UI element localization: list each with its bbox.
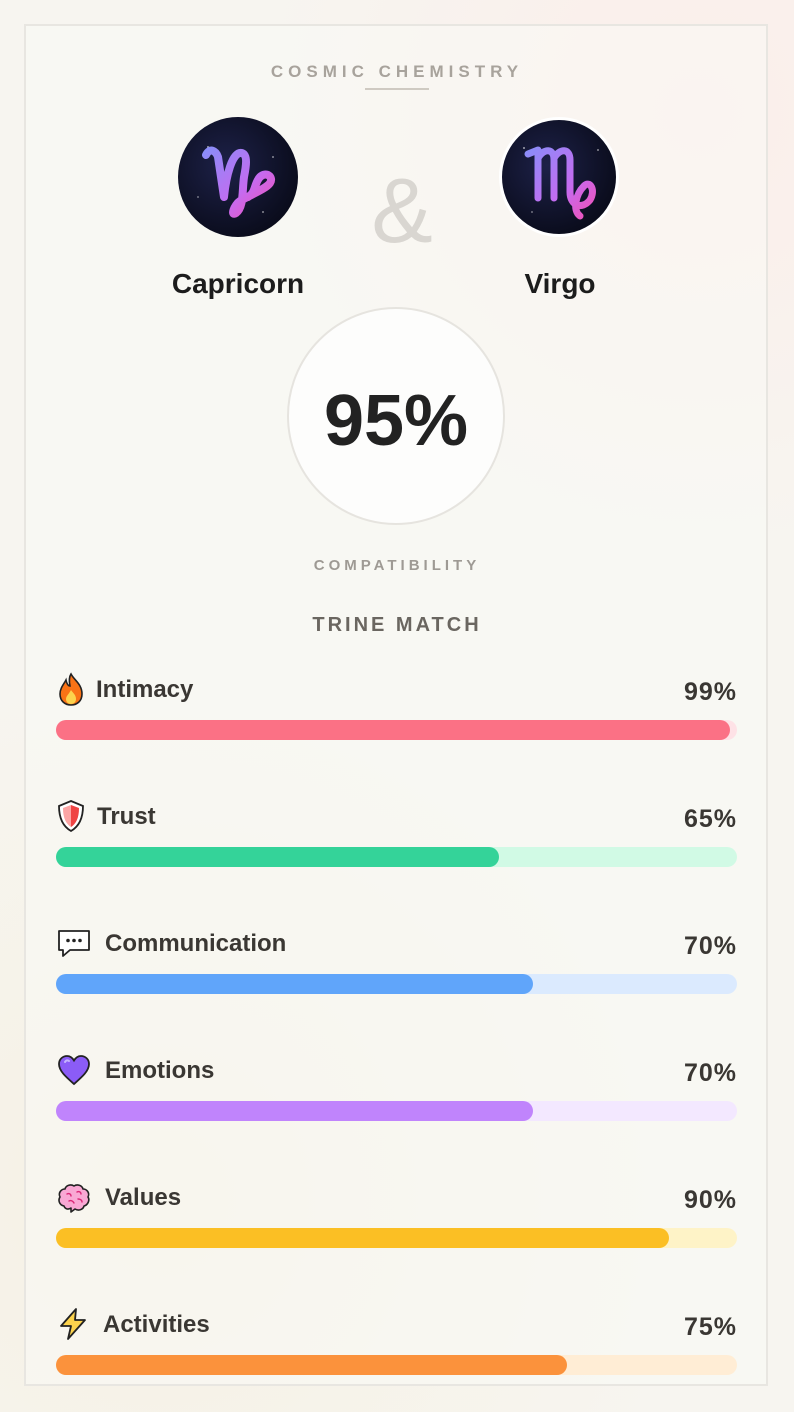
category-row-trust: Trust 65% bbox=[56, 799, 737, 869]
shield-icon bbox=[56, 799, 88, 833]
sign-name-capricorn: Capricorn bbox=[171, 268, 305, 299]
category-label: Activities bbox=[103, 1311, 210, 1338]
category-percent: 65% bbox=[683, 805, 737, 833]
category-row-emotions: Emotions 70% bbox=[56, 1053, 737, 1123]
progress-fill bbox=[56, 720, 731, 740]
compatibility-card bbox=[24, 24, 768, 1386]
ampersand: & bbox=[371, 160, 433, 262]
progress-fill bbox=[56, 1228, 669, 1248]
sign-name-virgo: Virgo bbox=[524, 268, 596, 299]
progress-track bbox=[56, 720, 737, 740]
speech-bubble-icon bbox=[56, 926, 90, 960]
lightning-icon bbox=[56, 1307, 88, 1341]
match-type: TRINE MATCH bbox=[312, 614, 482, 636]
title-underline bbox=[365, 88, 429, 90]
progress-fill bbox=[56, 1355, 567, 1375]
category-label: Communication bbox=[105, 930, 287, 957]
category-row-communication: Communication 70% bbox=[56, 926, 737, 996]
category-label: Trust bbox=[97, 803, 156, 830]
progress-track bbox=[56, 1101, 737, 1121]
capricorn-icon bbox=[178, 117, 298, 237]
category-percent: 70% bbox=[683, 1059, 737, 1087]
category-row-activities: Activities 75% bbox=[56, 1307, 737, 1377]
progress-fill bbox=[56, 974, 533, 994]
category-percent: 90% bbox=[683, 1186, 737, 1214]
progress-track bbox=[56, 847, 737, 867]
heart-icon bbox=[56, 1053, 90, 1087]
compatibility-score: 95% bbox=[323, 381, 469, 461]
brain-icon bbox=[56, 1180, 90, 1214]
category-row-values: Values 90% bbox=[56, 1180, 737, 1250]
category-label: Emotions bbox=[105, 1057, 215, 1084]
score-circle bbox=[287, 307, 505, 525]
virgo-icon bbox=[499, 117, 619, 237]
fire-icon bbox=[56, 672, 88, 706]
category-percent: 75% bbox=[683, 1313, 737, 1341]
category-percent: 70% bbox=[683, 932, 737, 960]
progress-fill bbox=[56, 847, 499, 867]
category-row-intimacy: Intimacy 99% bbox=[56, 672, 737, 742]
page-title: COSMIC CHEMISTRY bbox=[270, 62, 524, 81]
progress-track bbox=[56, 1355, 737, 1375]
progress-fill bbox=[56, 1101, 533, 1121]
category-label: Intimacy bbox=[96, 676, 194, 703]
progress-track bbox=[56, 1228, 737, 1248]
category-percent: 99% bbox=[683, 678, 737, 706]
progress-track bbox=[56, 974, 737, 994]
compatibility-label: COMPATIBILITY bbox=[313, 557, 481, 574]
category-label: Values bbox=[105, 1184, 182, 1211]
